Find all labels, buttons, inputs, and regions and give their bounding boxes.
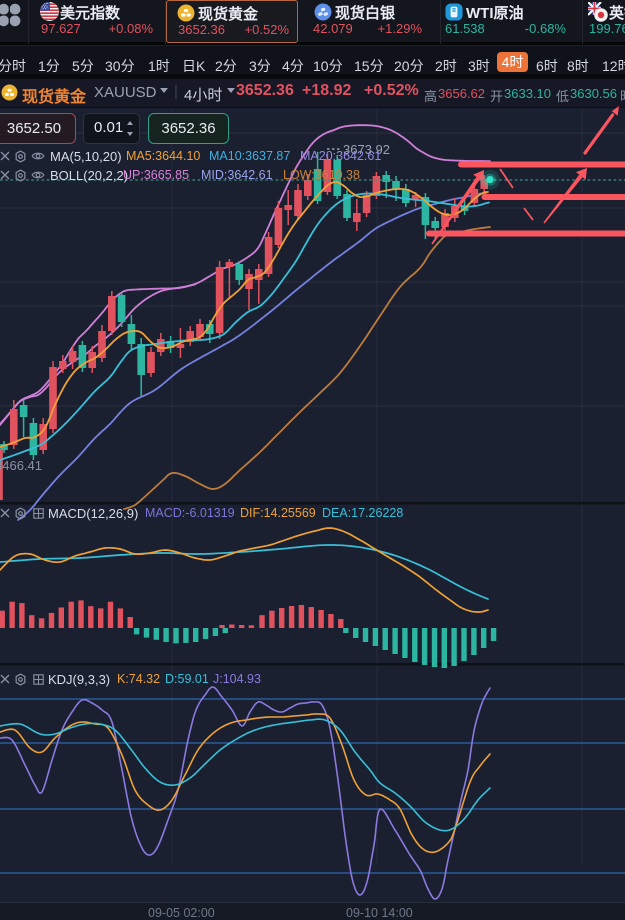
svg-text:3466.41: 3466.41 — [0, 458, 42, 473]
svg-text:3673.92: 3673.92 — [343, 142, 390, 157]
